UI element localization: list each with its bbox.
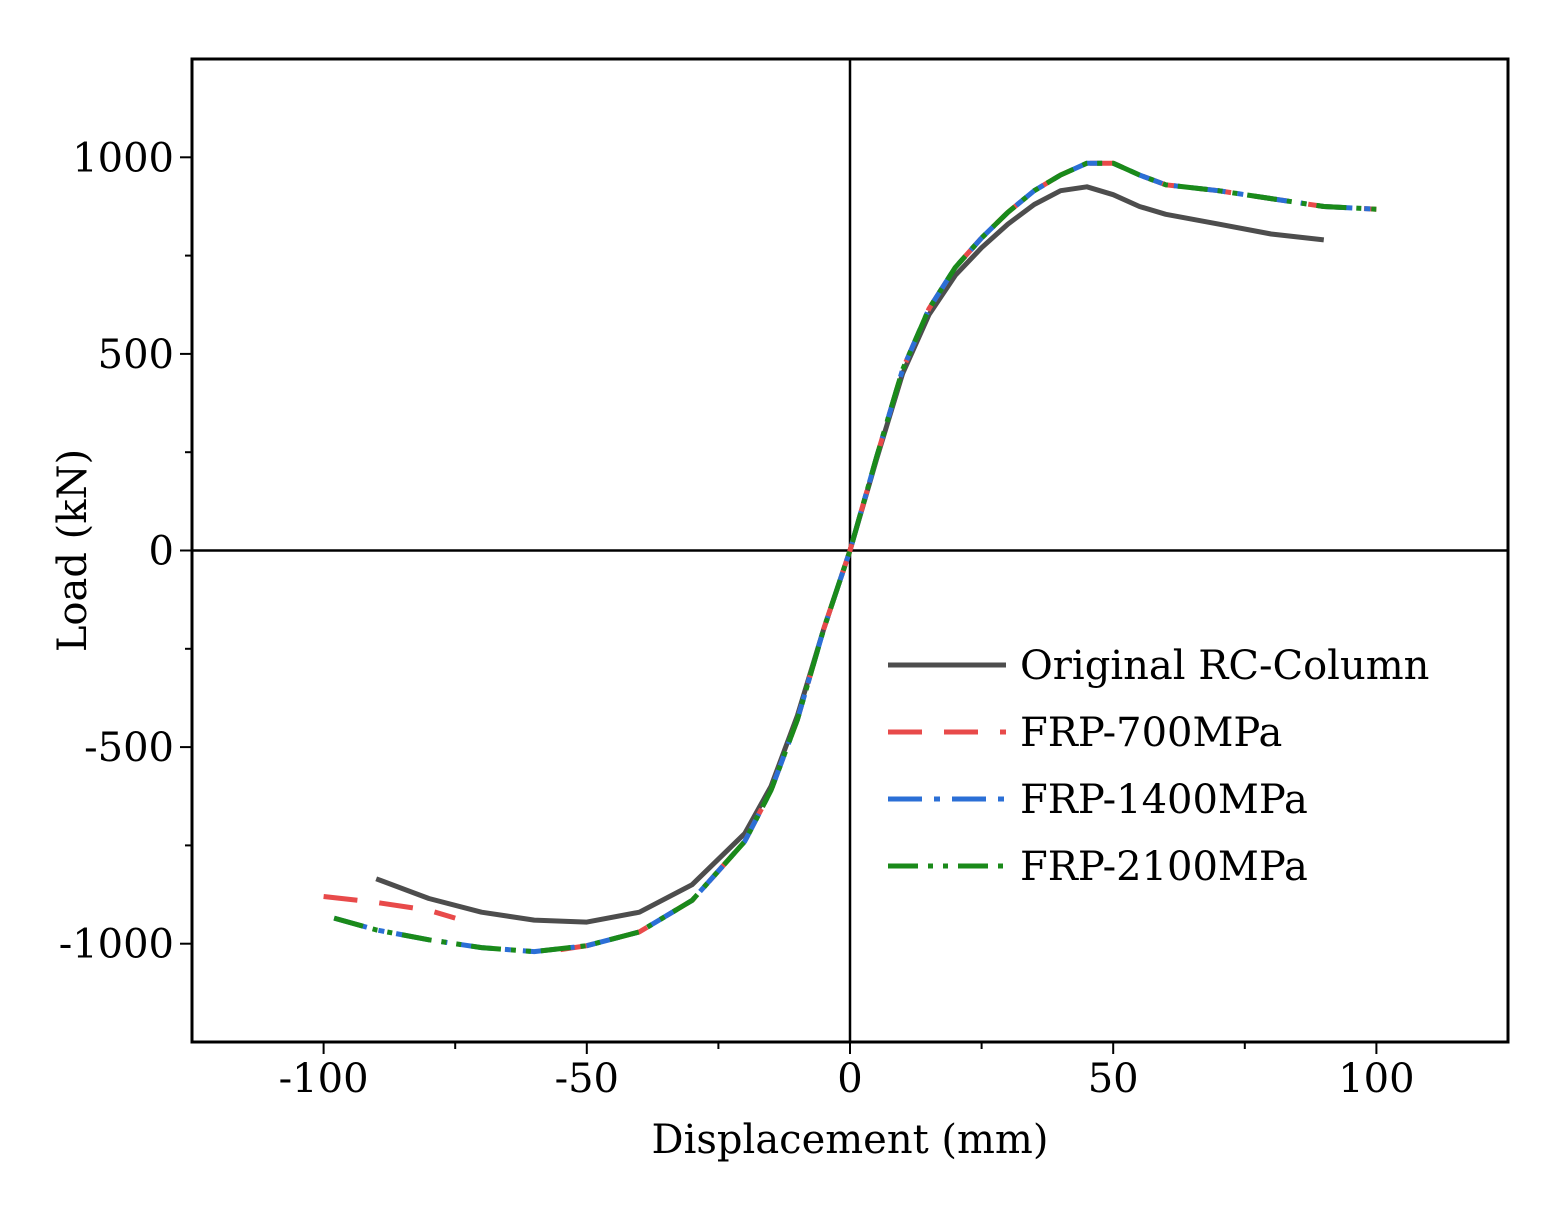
x-tick-label: -50 [555, 1056, 619, 1102]
x-tick-label: 50 [1088, 1056, 1139, 1102]
legend-label: Original RC-Column [1020, 643, 1429, 689]
y-axis-ticks: -1000 -500 0 500 1000 [59, 135, 192, 968]
x-tick-label: 100 [1338, 1056, 1414, 1102]
x-axis-ticks: -100 -50 0 50 100 [279, 1042, 1415, 1102]
legend: Original RC-Column FRP-700MPa FRP-1400MPa F… [888, 643, 1429, 890]
y-tick-label: 500 [98, 332, 174, 378]
x-tick-label: 0 [837, 1056, 862, 1102]
legend-label: FRP-700MPa [1020, 710, 1282, 756]
y-tick-label: -1000 [59, 922, 174, 968]
series-line-3 [333, 160, 1377, 955]
x-axis-title: Displacement (mm) [652, 1117, 1049, 1163]
series-line-1 [323, 894, 456, 921]
y-tick-label: 0 [149, 529, 174, 575]
series-layer [323, 160, 1377, 955]
y-axis-title: Load (kN) [50, 449, 96, 652]
legend-label: FRP-1400MPa [1020, 777, 1308, 823]
series-line-2 [560, 160, 1377, 953]
y-tick-label: 1000 [72, 135, 174, 181]
series-line-4 [333, 160, 1377, 955]
legend-label: FRP-2100MPa [1020, 844, 1308, 890]
y-tick-label: -500 [84, 725, 174, 771]
x-tick-label: -100 [279, 1056, 369, 1102]
